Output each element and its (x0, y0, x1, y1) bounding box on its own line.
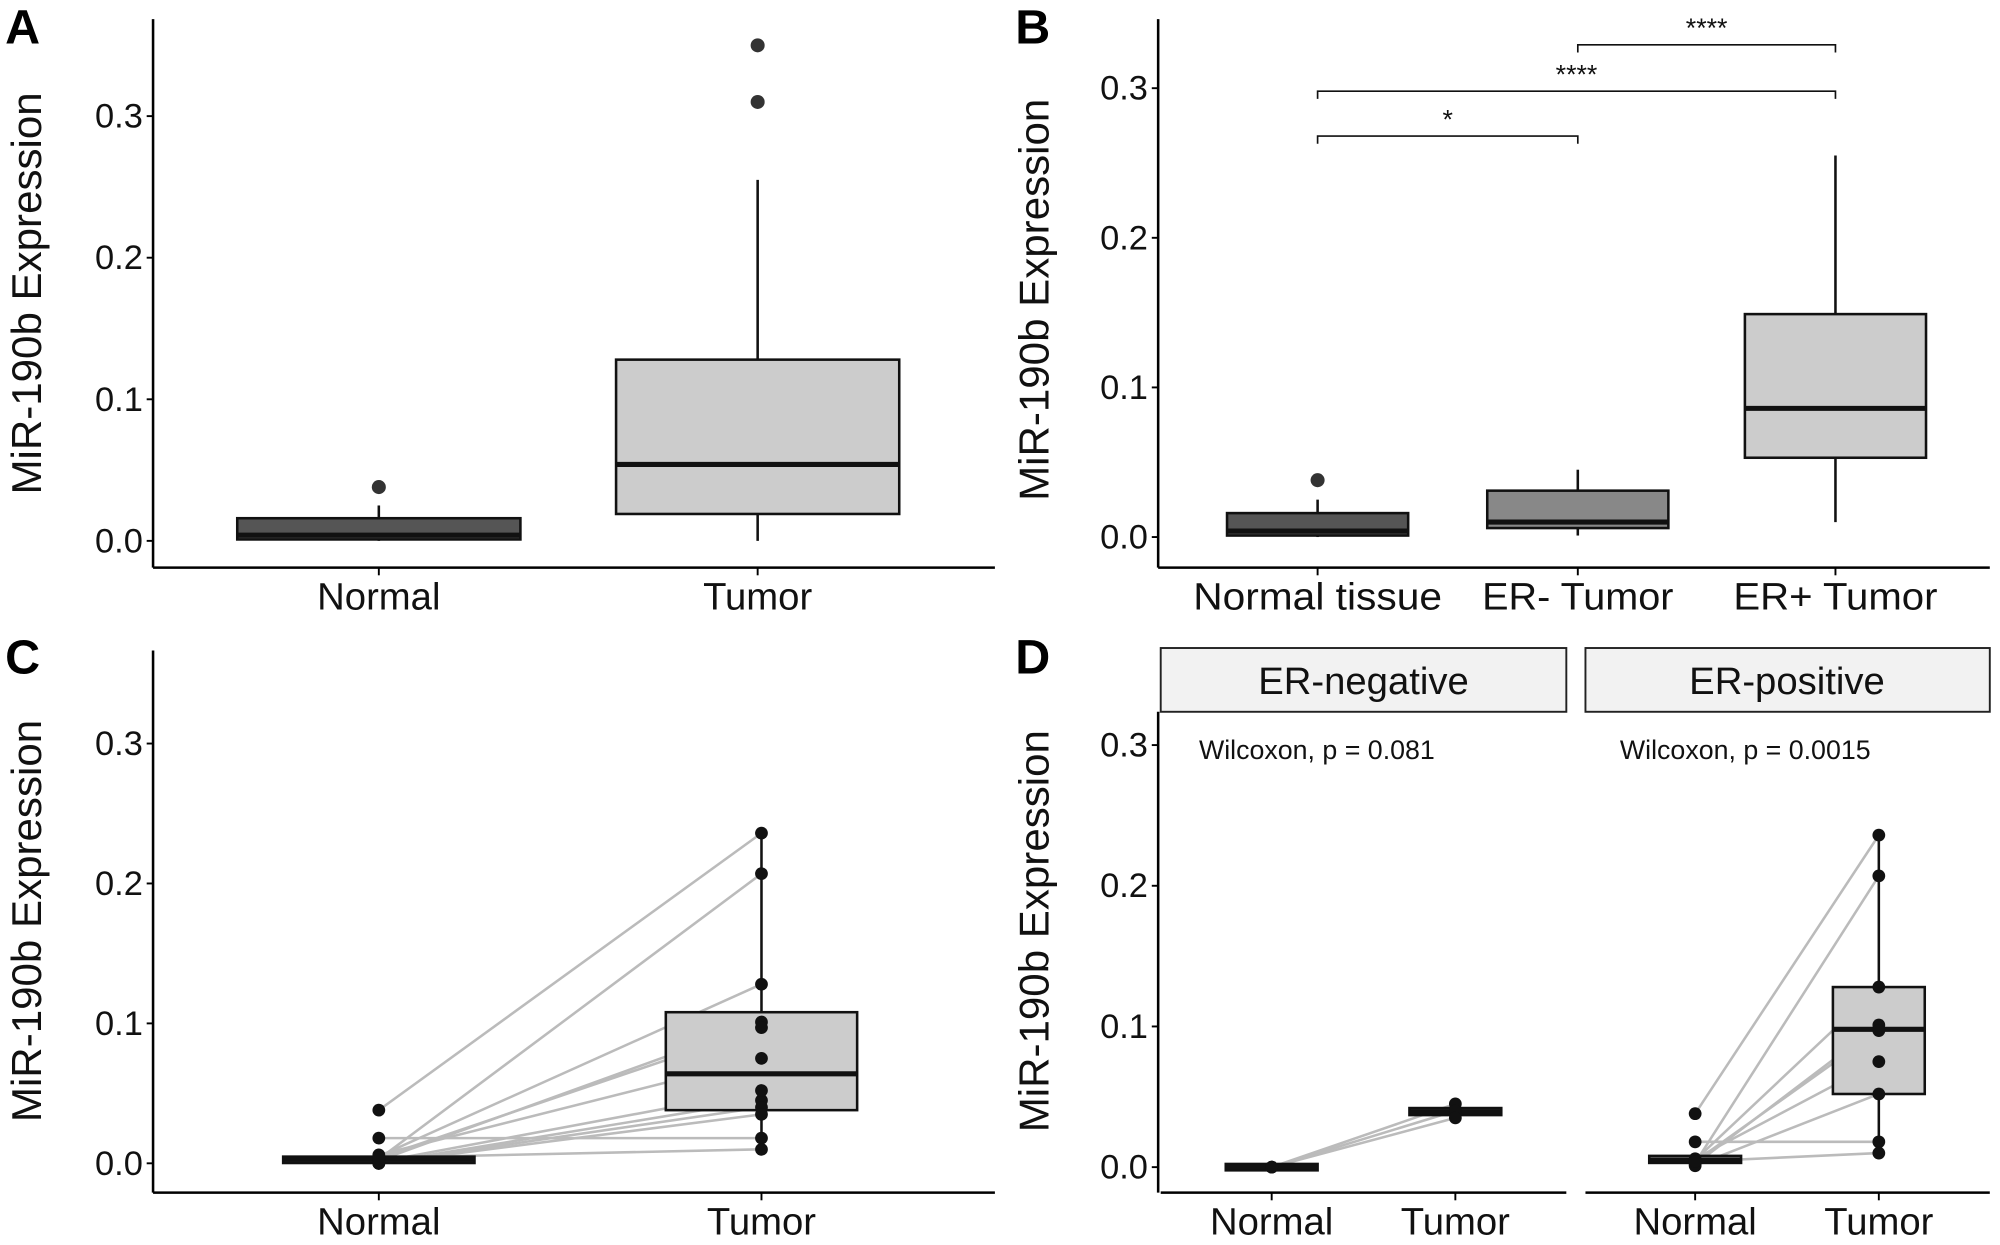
significance-bracket (1316, 135, 1579, 144)
outlier-point (1310, 473, 1325, 488)
x-tick-label-a: Tumor (703, 576, 812, 619)
box-a-1 (614, 38, 901, 541)
panel-letter-d: D (1015, 631, 1050, 685)
box-iqr (1831, 985, 1927, 1096)
x-tick-label-b: Normal tissue (1193, 576, 1442, 619)
y-tick-label-a: 0.3 (95, 98, 143, 136)
x-tick-label-b: ER+ Tumor (1733, 576, 1937, 619)
significance-bracket (1316, 90, 1837, 99)
point-normal-c (372, 1151, 386, 1165)
box-a-0 (235, 480, 522, 541)
y-axis-title-a: MiR-190b Expression (3, 92, 50, 494)
outlier-point (750, 94, 765, 109)
y-tick-label-d: 0.1 (1100, 1008, 1148, 1046)
panel-letter-b: B (1015, 0, 1050, 54)
y-tick-label-d: 0.2 (1100, 867, 1148, 905)
point-normal-d-facet-1 (1688, 1135, 1702, 1149)
outlier-point (371, 480, 386, 495)
point-tumor-d-facet-1 (1872, 1055, 1886, 1069)
point-tumor-d-facet-1 (1872, 1024, 1886, 1038)
box-iqr (614, 358, 901, 516)
significance-label: **** (1686, 13, 1728, 43)
significance-label: * (1442, 104, 1452, 134)
pair-line-c (378, 832, 763, 1112)
point-tumor-c (755, 1021, 768, 1034)
point-normal-d-facet-1 (1688, 1107, 1702, 1121)
y-tick-label-d: 0.3 (1100, 727, 1148, 765)
x-tick-label-d-facet-1: Tumor (1824, 1201, 1933, 1244)
point-tumor-d-facet-1 (1872, 1087, 1886, 1101)
point-tumor-c (755, 826, 768, 840)
point-tumor-d-facet-1 (1872, 980, 1886, 994)
y-tick-label-b: 0.0 (1100, 519, 1148, 557)
x-tick-label-c: Tumor (707, 1201, 816, 1244)
x-tick-label-d-facet-0: Normal (1210, 1201, 1333, 1244)
x-tick-label-a: Normal (317, 576, 440, 619)
y-tick-label-c: 0.2 (95, 865, 143, 903)
point-tumor-d-facet-0 (1448, 1111, 1462, 1125)
x-tick-label-b: ER- Tumor (1482, 576, 1674, 619)
wilcoxon-annotation-er-negative: Wilcoxon, p = 0.081 (1199, 735, 1435, 765)
point-tumor-c (755, 1084, 768, 1097)
box-b-2 (1743, 155, 1928, 523)
facet-strip-label-er-negative: ER-negative (1258, 660, 1469, 703)
y-tick-label-b: 0.2 (1100, 219, 1148, 257)
y-tick-label-c: 0.0 (95, 1145, 143, 1183)
x-tick-label-d-facet-1: Normal (1634, 1201, 1757, 1244)
panel-letter-a: A (5, 0, 40, 54)
point-tumor-c (755, 1051, 768, 1065)
y-tick-label-a: 0.0 (95, 522, 143, 560)
significance-label: **** (1556, 60, 1598, 90)
point-tumor-c (755, 1131, 768, 1145)
point-tumor-d-facet-1 (1872, 1135, 1886, 1149)
x-tick-label-c: Normal (317, 1201, 440, 1244)
facet-strip-er-positive (1584, 647, 1991, 713)
point-normal-d-facet-0 (1265, 1160, 1279, 1174)
y-tick-label-a: 0.2 (95, 239, 143, 277)
outlier-point (750, 38, 765, 53)
y-tick-label-b: 0.3 (1100, 70, 1148, 108)
point-normal-c (372, 1103, 386, 1117)
facet-strip-er-negative (1159, 647, 1568, 713)
y-axis-title-d: MiR-190b Expression (1010, 730, 1057, 1132)
point-tumor-d-facet-1 (1872, 869, 1886, 883)
y-tick-label-b: 0.1 (1100, 369, 1148, 407)
panel-letter-c: C (5, 631, 40, 685)
point-tumor-c (755, 1107, 768, 1121)
pair-line-d-facet-0 (1271, 1116, 1456, 1169)
point-tumor-d-facet-1 (1872, 828, 1886, 842)
box-iqr (1743, 312, 1928, 460)
wilcoxon-annotation-er-positive: Wilcoxon, p = 0.0015 (1620, 735, 1871, 765)
pair-line-d-facet-1 (1694, 875, 1880, 1164)
point-tumor-c (755, 1142, 768, 1156)
facet-strip-label-er-positive: ER-positive (1689, 660, 1885, 703)
y-tick-label-c: 0.1 (95, 1005, 143, 1043)
y-tick-label-c: 0.3 (95, 725, 143, 763)
y-axis-title-b: MiR-190b Expression (1010, 99, 1057, 501)
pair-line-d-facet-1 (1694, 1092, 1880, 1167)
point-normal-c (372, 1131, 386, 1145)
point-tumor-d-facet-1 (1872, 1146, 1886, 1160)
point-tumor-c (755, 867, 768, 881)
pair-line-d-facet-1 (1694, 834, 1880, 1115)
box-b-1 (1485, 469, 1670, 536)
point-normal-d-facet-1 (1688, 1155, 1702, 1168)
x-tick-label-d-facet-0: Tumor (1401, 1201, 1510, 1244)
y-axis-title-c: MiR-190b Expression (3, 720, 50, 1122)
box-b-0 (1225, 473, 1410, 538)
y-tick-label-a: 0.1 (95, 381, 143, 419)
significance-bracket (1576, 43, 1837, 53)
point-tumor-c (755, 977, 768, 991)
pair-line-c (378, 872, 763, 1161)
y-tick-label-d: 0.0 (1100, 1149, 1148, 1187)
